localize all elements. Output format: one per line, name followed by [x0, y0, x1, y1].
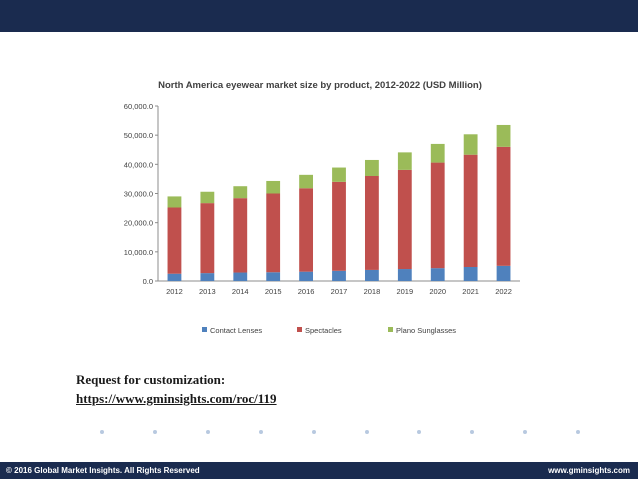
x-tick-label: 2020	[429, 287, 446, 296]
y-tick-label: 50,000.0	[124, 131, 153, 140]
slide-dot	[576, 430, 581, 434]
chart-title: North America eyewear market size by pro…	[158, 80, 482, 91]
request-label: Request for customization:	[76, 372, 226, 387]
slide-dot	[100, 430, 104, 434]
legend-swatch	[297, 327, 302, 332]
bar-contact-lenses	[397, 269, 412, 281]
legend-swatch	[388, 327, 393, 332]
bar-contact-lenses	[496, 265, 511, 281]
request-block: Request for customization: https://www.g…	[76, 370, 277, 408]
slide-dot	[205, 430, 210, 434]
slide-dots	[100, 430, 582, 436]
x-tick-label: 2021	[462, 287, 479, 296]
bar-plano-sunglasses	[496, 124, 511, 147]
bar-contact-lenses	[364, 269, 379, 281]
y-tick-label: 0.0	[143, 277, 153, 286]
bar-spectacles	[364, 176, 379, 270]
bar-spectacles	[463, 154, 478, 267]
slide-dot	[523, 430, 528, 434]
slide-dot	[470, 430, 475, 434]
bar-spectacles	[233, 198, 248, 273]
x-tick-label: 2012	[166, 287, 183, 296]
bar-plano-sunglasses	[200, 191, 215, 204]
bar-plano-sunglasses	[167, 196, 182, 208]
footer-bar: © 2016 Global Market Insights. All Right…	[0, 462, 638, 479]
y-tick-label: 60,000.0	[124, 102, 153, 111]
x-tick-label: 2022	[495, 287, 512, 296]
bar-spectacles	[397, 169, 412, 270]
slide-dot	[311, 430, 316, 434]
legend-label: Plano Sunglasses	[396, 326, 456, 335]
x-tick-label: 2015	[265, 287, 282, 296]
x-tick-label: 2019	[396, 287, 413, 296]
bar-contact-lenses	[430, 268, 445, 281]
stacked-bar-chart: North America eyewear market size by pro…	[124, 80, 520, 335]
bar-plano-sunglasses	[430, 143, 445, 163]
slide-dot	[417, 430, 422, 434]
y-tick-label: 30,000.0	[124, 190, 153, 199]
bar-contact-lenses	[266, 272, 281, 281]
y-tick-label: 20,000.0	[124, 219, 153, 228]
x-tick-label: 2018	[364, 287, 381, 296]
slide-dot	[152, 430, 157, 434]
bar-plano-sunglasses	[463, 134, 478, 155]
slide-dot	[364, 430, 369, 434]
bar-plano-sunglasses	[364, 159, 379, 176]
legend-swatch	[202, 327, 207, 332]
legend-label: Spectacles	[305, 326, 342, 335]
y-tick-label: 10,000.0	[124, 248, 153, 257]
bar-spectacles	[496, 146, 511, 266]
bar-contact-lenses	[233, 272, 248, 281]
bar-plano-sunglasses	[299, 174, 314, 189]
bar-plano-sunglasses	[332, 167, 346, 182]
x-tick-label: 2013	[199, 287, 216, 296]
slide-dot	[258, 430, 263, 434]
chart-container: North America eyewear market size by pro…	[110, 72, 530, 344]
bar-contact-lenses	[167, 273, 182, 281]
bar-plano-sunglasses	[266, 180, 281, 194]
x-tick-label: 2016	[298, 287, 315, 296]
bar-spectacles	[167, 207, 182, 274]
bar-spectacles	[266, 193, 281, 273]
bar-contact-lenses	[299, 271, 314, 281]
bar-contact-lenses	[463, 267, 478, 281]
bar-spectacles	[430, 162, 445, 269]
request-link[interactable]: https://www.gminsights.com/roc/119	[76, 391, 277, 406]
legend-label: Contact Lenses	[210, 326, 262, 335]
bar-plano-sunglasses	[397, 152, 412, 170]
bar-contact-lenses	[200, 273, 215, 281]
bar-spectacles	[200, 203, 215, 274]
bar-spectacles	[299, 188, 314, 272]
bar-spectacles	[332, 181, 346, 271]
footer-copyright: © 2016 Global Market Insights. All Right…	[6, 466, 200, 475]
x-tick-label: 2014	[232, 287, 249, 296]
bar-contact-lenses	[332, 270, 346, 281]
y-tick-label: 40,000.0	[124, 160, 153, 169]
bar-plano-sunglasses	[233, 186, 248, 199]
x-tick-label: 2017	[331, 287, 348, 296]
footer-website[interactable]: www.gminsights.com	[548, 466, 630, 475]
header-bar	[0, 0, 638, 32]
